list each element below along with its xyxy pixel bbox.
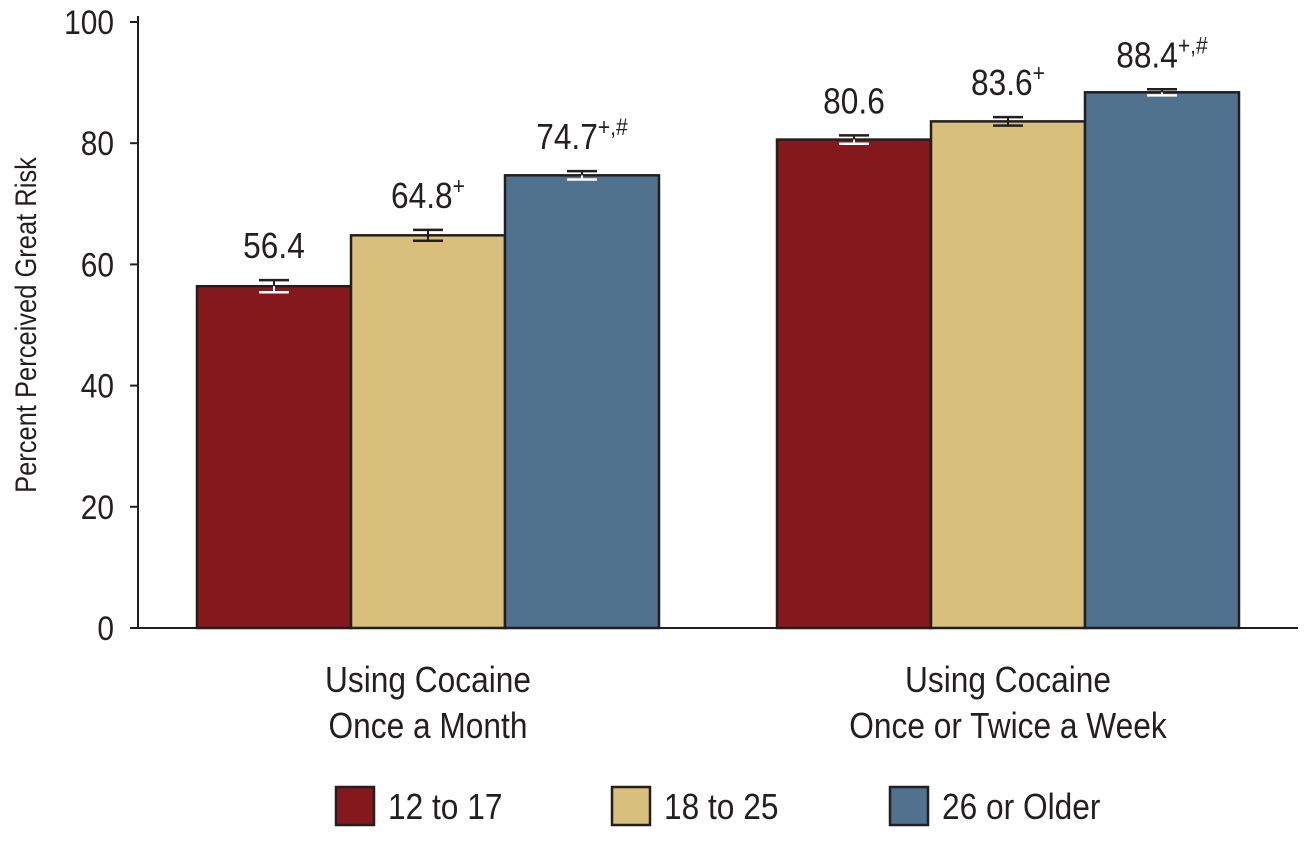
y-tick-label: 60 (81, 246, 114, 284)
data-label: 80.6 (823, 81, 885, 121)
significance-note: +,# (1178, 32, 1208, 59)
data-label: 56.4 (243, 226, 305, 266)
bar-18-to-25 (929, 120, 1087, 630)
data-label: 74.7+,# (536, 114, 628, 158)
data-label: 88.4+,# (1116, 32, 1208, 76)
y-tick-label: 100 (64, 3, 114, 41)
bar-18-to-25 (349, 234, 507, 630)
significance-note: + (1033, 60, 1045, 87)
y-tick-label: 20 (81, 488, 114, 526)
x-category-label: Using Cocaine (325, 660, 531, 700)
bar-12-to-17 (195, 284, 353, 630)
bar-12-to-17 (775, 138, 933, 630)
legend-label: 12 to 17 (388, 787, 502, 827)
bar-26-or-older (503, 174, 661, 630)
y-axis: 0 20 40 60 80 100 (64, 3, 139, 647)
y-axis-label: Percent Perceived Great Risk (9, 157, 42, 493)
y-tick-label: 0 (97, 609, 114, 647)
data-label: 83.6+ (971, 60, 1045, 104)
y-tick-label: 40 (81, 367, 114, 405)
x-category-label: Once or Twice a Week (849, 706, 1166, 746)
legend-swatch (888, 785, 930, 827)
legend-label: 26 or Older (942, 787, 1100, 827)
significance-note: +,# (598, 114, 628, 141)
legend-label: 18 to 25 (664, 787, 778, 827)
significance-note: + (453, 173, 465, 200)
bar-26-or-older (1083, 91, 1241, 630)
x-category-label: Using Cocaine (905, 660, 1111, 700)
legend: 12 to 17 18 to 25 26 or Older (334, 785, 1100, 827)
data-label: 64.8+ (391, 173, 465, 217)
x-axis: Using Cocaine Once a Month Using Cocaine On… (138, 627, 1298, 746)
bars: 56.4 80.6 64.8+ 83.6+ 74.7+,# 88.4+,# (195, 32, 1241, 630)
legend-swatch (334, 785, 376, 827)
x-category-label: Once a Month (329, 706, 528, 746)
legend-swatch (610, 785, 652, 827)
y-tick-label: 80 (81, 124, 114, 162)
